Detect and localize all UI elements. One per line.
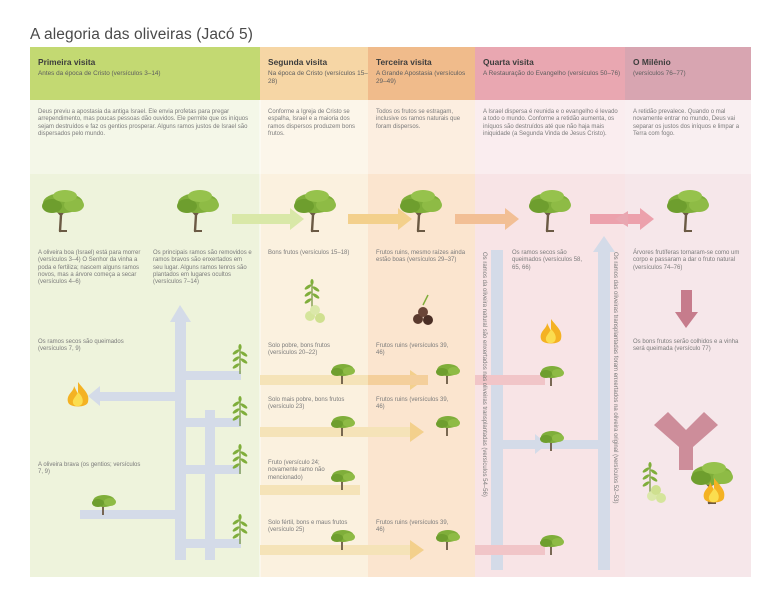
column-subtitle: Antes da época de Cristo (versículos 3–1… [38,70,161,77]
harvest-olives [647,485,666,503]
column-title: Primeira visita [38,57,96,67]
column-bg-primeira [30,47,260,577]
note-colheita: Os bons frutos serão colhidos e a vinha … [633,339,739,353]
column-title: O Milênio [633,57,671,67]
millennium-arrows [615,211,718,470]
bad-olives [413,294,433,325]
intro-quarta: A Israel dispersa é reunida e o evangelh… [483,109,618,137]
intro-primeira: Deus previu a apostasia da antiga Israel… [38,109,249,137]
column-subtitle: A Grande Apostasia (versículos 29–49) [376,70,466,85]
note-enxerto-natural: Os ramos da oliveira natural são enxerta… [480,252,487,497]
note-oliveira-boa: A oliveira boa (Israel) está para morrer… [38,250,141,286]
column-subtitle: A Restauração do Evangelho (versículos 5… [483,70,621,77]
note-enxerto-original-text: Os ramos das oliveiras transplantadas fo… [612,252,618,504]
branch-rows [260,370,545,560]
note-ramos-removidos: Os principais ramos são removidos e ramo… [153,250,252,286]
intro-segunda: Conforme a Igreja de Cristo se espalha, … [268,109,356,137]
column-title: Quarta visita [483,57,534,67]
note-frutos-ruins: Frutos ruins, mesmo raízes ainda estão b… [376,250,466,264]
header-segunda-visita: Segunda visita Na época de Cristo (versí… [260,47,368,100]
note-arvores-frutiferas: Árvores frutíferas tornaram-se como um c… [633,250,740,271]
intro-terceira: Todos os frutos se estragam, inclusive o… [376,109,461,130]
column-title: Segunda visita [268,57,328,67]
note-solo-fertil: Solo fértil, bons e maus frutos (versícu… [268,520,348,534]
top-arrow-row [232,208,654,230]
note-ramos-queimados: Os ramos secos são queimados (versículos… [38,339,124,353]
column-title: Terceira visita [376,57,432,67]
page-title: A alegoria das oliveiras (Jacó 5) [30,26,253,43]
good-olives [305,305,325,323]
header-primeira-visita: Primeira visita Antes da época de Cristo… [30,47,260,100]
header-quarta-visita: Quarta visita A Restauração do Evangelho… [475,47,625,100]
header-milenio: O Milênio (versículos 76–77) [625,47,751,100]
note-enxerto-natural-text: Os ramos da oliveira natural são enxerta… [481,252,487,497]
note-bons-frutos: Bons frutos (versículos 15–18) [268,250,350,256]
note-ramos-secos-quarta: Os ramos secos são queimados (versículos… [512,250,583,271]
note-solo-mais-pobre: Solo mais pobre, bons frutos (versículo … [268,397,345,411]
note-solo-pobre: Solo pobre, bons frutos (versículos 20–2… [268,343,331,357]
transplant-pipes [80,236,615,570]
column-subtitle: Na época de Cristo (versículos 15–28) [268,70,368,85]
note-enxerto-original: Os ramos das oliveiras transplantadas fo… [611,252,618,572]
note-fruto: Fruto (versículo 24; novamente ramo não … [268,460,325,481]
note-frutos-ruins-1: Frutos ruins (versículos 39, 46) [376,343,449,357]
column-subtitle: (versículos 76–77) [633,70,686,77]
note-frutos-ruins-4: Frutos ruins (versículos 39, 46) [376,520,449,534]
note-oliveira-brava: A oliveira brava (os gentios; versículos… [38,462,141,476]
note-frutos-ruins-2: Frutos ruins (versículos 39, 46) [376,397,449,411]
intro-band [30,100,751,174]
intro-milenio: A retidão prevalece. Quando o mal novame… [633,109,740,137]
header-terceira-visita: Terceira visita A Grande Apostasia (vers… [368,47,475,100]
